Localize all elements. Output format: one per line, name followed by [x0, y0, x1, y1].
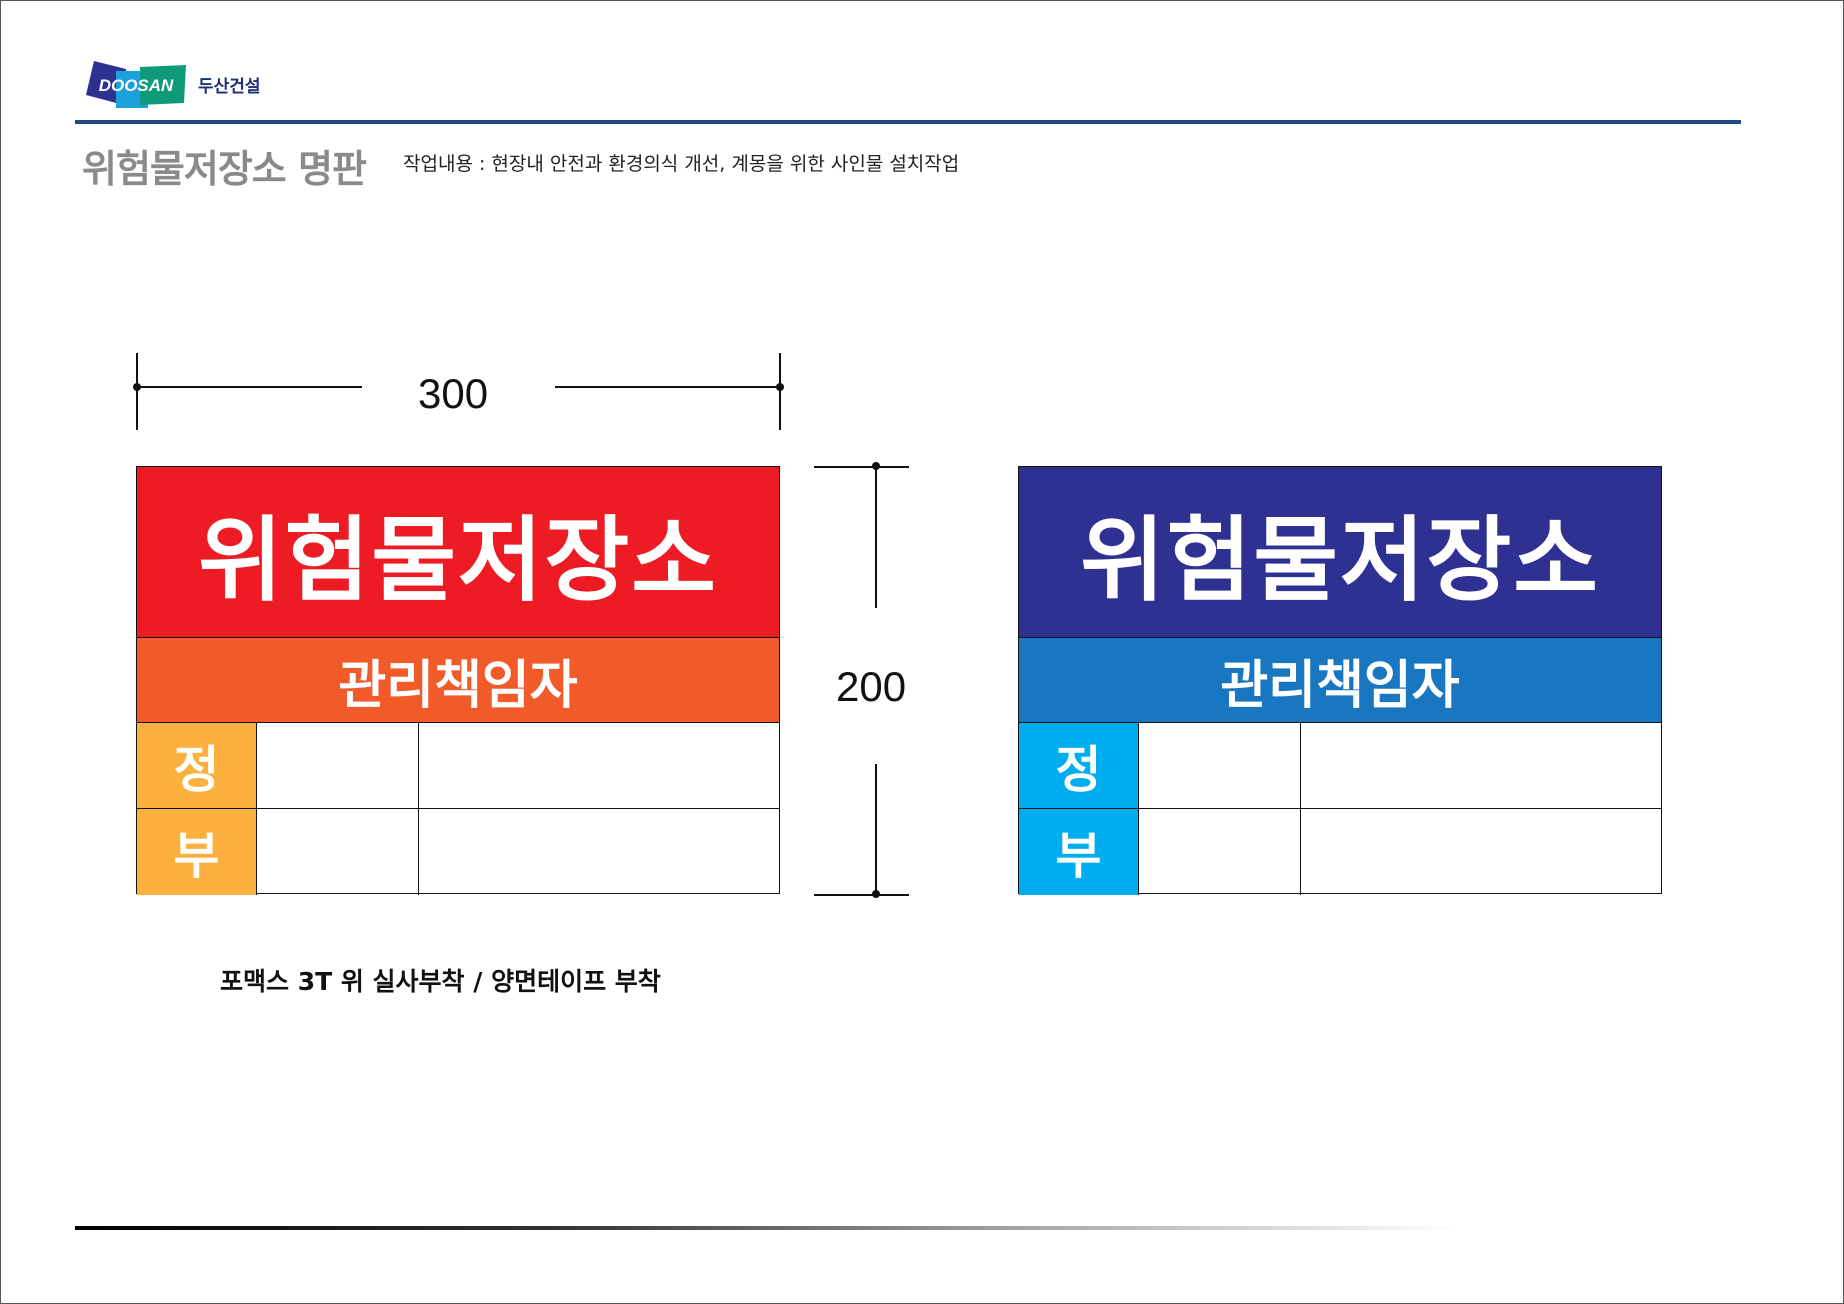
page-title: 위험물저장소 명판 — [82, 147, 367, 191]
sign-row-secondary: 부 — [1019, 809, 1661, 895]
dim-height-tick-bottom — [814, 894, 909, 896]
dim-height-label: 200 — [836, 663, 907, 710]
dim-dot — [776, 383, 784, 391]
dim-width-line-left — [136, 386, 362, 388]
dim-width-tick-right — [779, 353, 781, 430]
sign-row-primary: 정 — [1019, 723, 1661, 809]
name-cell — [257, 723, 419, 808]
company-name: 두산건설 — [198, 77, 261, 97]
contact-cell — [1301, 723, 1661, 808]
dim-dot — [872, 890, 880, 898]
row-label: 부 — [1019, 809, 1139, 895]
name-cell — [1139, 723, 1301, 808]
sign-title: 위험물저장소 — [137, 467, 779, 638]
name-cell — [257, 809, 419, 895]
dim-width-tick-left — [136, 353, 138, 430]
material-note: 포맥스 3T 위 실사부착 / 양면테이프 부착 — [220, 967, 661, 996]
dim-height-tick-top — [814, 466, 909, 468]
contact-cell — [419, 723, 779, 808]
work-description: 작업내용 : 현장내 안전과 환경의식 개선, 계몽을 위한 사인물 설치작업 — [403, 153, 960, 175]
dim-width-line-right — [555, 386, 780, 388]
header-divider — [75, 120, 1741, 124]
dim-height-line-top — [875, 466, 877, 608]
sign-red: 위험물저장소 관리책임자 정 부 — [136, 466, 780, 895]
footer-divider — [75, 1226, 1459, 1230]
dim-height-line-bottom — [875, 764, 877, 894]
dim-width-label: 300 — [418, 370, 489, 417]
name-cell — [1139, 809, 1301, 895]
dim-dot — [133, 383, 141, 391]
sign-title: 위험물저장소 — [1019, 467, 1661, 638]
contact-cell — [419, 809, 779, 895]
doosan-logo: DOOSAN — [86, 61, 186, 108]
row-label: 부 — [137, 809, 257, 895]
sign-subtitle: 관리책임자 — [1019, 638, 1661, 723]
sign-subtitle: 관리책임자 — [137, 638, 779, 723]
contact-cell — [1301, 809, 1661, 895]
sign-row-secondary: 부 — [137, 809, 779, 895]
svg-text:DOOSAN: DOOSAN — [99, 76, 174, 95]
row-label: 정 — [1019, 723, 1139, 808]
row-label: 정 — [137, 723, 257, 808]
sign-blue: 위험물저장소 관리책임자 정 부 — [1018, 466, 1662, 895]
sign-row-primary: 정 — [137, 723, 779, 809]
dim-dot — [872, 462, 880, 470]
